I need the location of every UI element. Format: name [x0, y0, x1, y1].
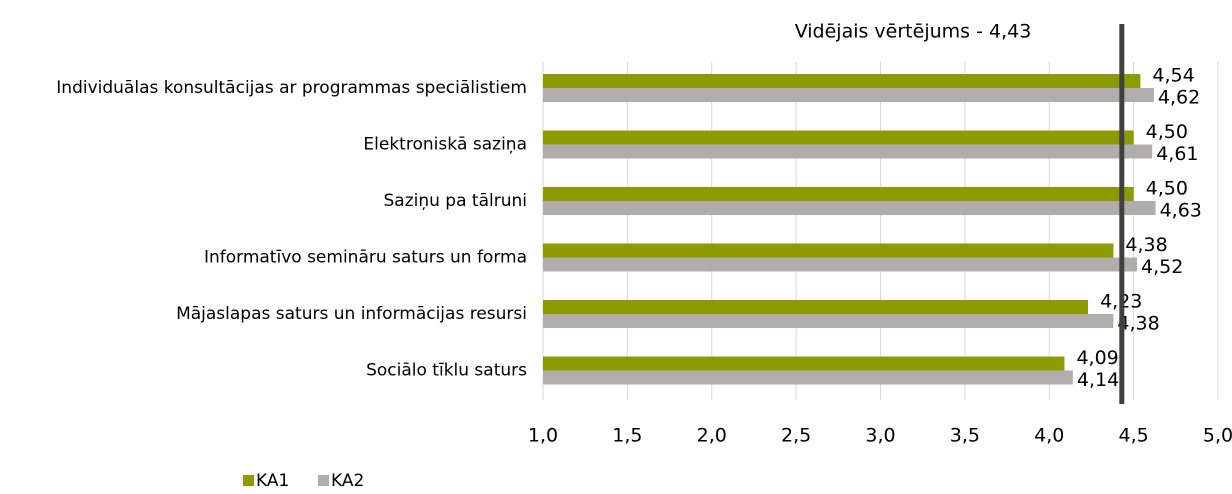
x-tick-label: 1,5: [612, 425, 642, 447]
category-label: Saziņu pa tālruni: [384, 191, 528, 211]
legend-label: KA2: [331, 471, 364, 490]
bar: [543, 187, 1134, 201]
reference-label: Vidējais vērtējums - 4,43: [795, 21, 1032, 43]
x-tick-label: 4,0: [1034, 425, 1064, 447]
value-label: 4,63: [1160, 200, 1202, 222]
bar: [543, 300, 1089, 314]
x-tick-label: 2,0: [697, 425, 727, 447]
value-label: 4,50: [1146, 121, 1188, 143]
legend-swatch: [318, 475, 329, 486]
category-label: Individuālas konsultācijas ar programmas…: [56, 78, 527, 98]
bar: [543, 257, 1137, 272]
category-label: Informatīvo semināru saturs un forma: [204, 248, 527, 268]
value-label: 4,54: [1152, 65, 1194, 87]
bar: [543, 88, 1154, 102]
legend-label: KA1: [256, 471, 289, 490]
category-label: Mājaslapas saturs un informācijas resurs…: [176, 304, 527, 324]
x-tick-label: 3,0: [865, 425, 895, 447]
x-tick-label: 3,5: [950, 425, 980, 447]
value-label: 4,52: [1141, 256, 1183, 278]
bar: [543, 201, 1156, 215]
value-label: 4,09: [1076, 347, 1118, 369]
x-tick-label: 5,0: [1203, 425, 1232, 447]
value-label: 4,38: [1125, 234, 1167, 256]
bar: [543, 243, 1114, 258]
value-label: 4,50: [1146, 178, 1188, 200]
x-tick-label: 2,5: [781, 425, 811, 447]
value-label: 4,38: [1117, 313, 1159, 335]
value-label: 4,61: [1156, 143, 1198, 165]
value-label: 4,62: [1158, 87, 1200, 109]
bar: [543, 370, 1073, 385]
value-label: 4,14: [1077, 369, 1119, 391]
bar: [543, 356, 1065, 371]
x-tick-label: 4,5: [1119, 425, 1149, 447]
bar: [543, 314, 1114, 328]
category-label: Elektroniskā saziņa: [363, 135, 527, 155]
bar: [543, 144, 1153, 159]
legend-swatch: [243, 475, 254, 486]
bar: [543, 130, 1134, 145]
x-tick-label: 1,0: [528, 425, 558, 447]
category-label: Sociālo tīklu saturs: [366, 361, 527, 381]
bar: [543, 74, 1141, 88]
